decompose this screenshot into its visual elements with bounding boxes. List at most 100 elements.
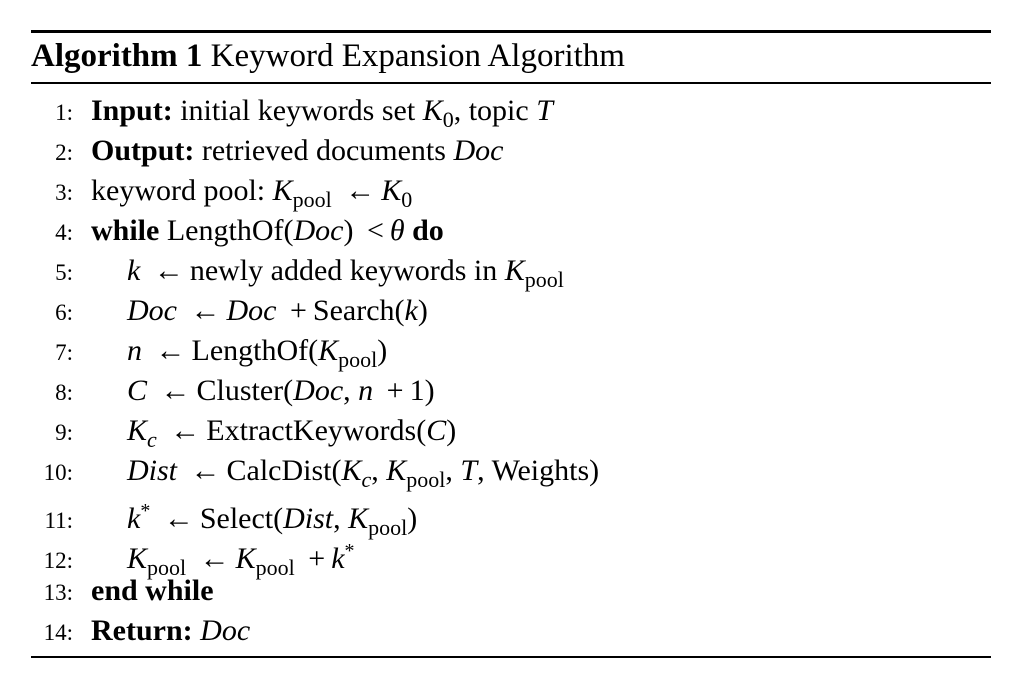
var-n: n: [127, 334, 142, 367]
var-doc: Doc: [200, 614, 251, 647]
algo-line-4: 4: while LengthOf(Doc) < θ do: [31, 211, 444, 251]
var-doc: Doc: [127, 294, 177, 327]
assign-arrow: ←: [190, 454, 221, 487]
var-doc: Doc: [226, 294, 277, 327]
var-kpool: K: [348, 502, 369, 535]
line-number: 12:: [43, 548, 73, 573]
var-t: T: [536, 94, 553, 127]
paren: ): [343, 214, 354, 247]
algo-line-3: 3: keyword pool: Kpool ← K0: [31, 171, 413, 212]
subscript-pool: pool: [406, 467, 446, 492]
superscript-star: *: [140, 500, 151, 522]
fn-extract: ExtractKeywords(: [206, 414, 427, 447]
assign-arrow: ←: [170, 414, 201, 447]
caption-rule: [31, 82, 991, 84]
var-theta: θ: [389, 214, 405, 247]
line-number: 1:: [55, 100, 73, 125]
assign-arrow: ←: [190, 294, 221, 327]
assign-arrow: ←: [160, 374, 191, 407]
line-number: 7:: [55, 340, 73, 365]
weights: Weights): [491, 454, 600, 487]
subscript-0: 0: [401, 187, 413, 212]
subscript-0: 0: [442, 107, 454, 132]
subscript-c: c: [361, 467, 372, 492]
line-number: 11:: [44, 508, 73, 533]
plus: +: [386, 374, 404, 407]
return-keyword: Return:: [91, 614, 193, 647]
algorithm-title: Keyword Expansion Algorithm: [210, 38, 625, 74]
algo-line-1: 1: Input: initial keywords set K0, topic…: [31, 91, 553, 132]
var-kc: K: [127, 414, 148, 447]
subscript-pool: pool: [338, 347, 378, 372]
assign-arrow: ←: [155, 334, 186, 367]
var-kpool: K: [504, 254, 525, 287]
paren: ): [377, 334, 388, 367]
fn-calcdist: CalcDist(: [226, 454, 342, 487]
var-c: C: [127, 374, 148, 407]
line-number: 4:: [55, 220, 73, 245]
assign-arrow: ←: [199, 542, 230, 575]
var-kc: K: [341, 454, 362, 487]
algo-line-14: 14: Return: Doc: [31, 611, 251, 651]
line-number: 9:: [55, 420, 73, 445]
line-number: 2:: [55, 140, 73, 165]
algo-line-8: 8: C ← Cluster(Doc, n +1): [31, 371, 435, 411]
algorithm-block: Algorithm 1 Keyword Expansion Algorithm …: [31, 0, 991, 685]
var-doc: Doc: [293, 214, 344, 247]
superscript-star: *: [344, 540, 355, 562]
var-k0: K: [422, 94, 443, 127]
var-kpool: K: [318, 334, 339, 367]
var-kpool: K: [272, 174, 293, 207]
pool-label: keyword pool:: [91, 174, 266, 207]
while-keyword: while: [91, 214, 160, 247]
comma: ,: [445, 454, 453, 487]
algo-line-10: 10: Dist ← CalcDist(Kc, Kpool, T, Weights…: [31, 451, 600, 492]
subscript-pool: pool: [524, 267, 564, 292]
assign-arrow: ←: [345, 174, 376, 207]
var-c: C: [426, 414, 447, 447]
input-text: initial keywords set: [180, 94, 416, 127]
line-number: 3:: [55, 180, 73, 205]
subscript-c: c: [147, 427, 157, 452]
paren: ): [407, 502, 418, 535]
comma: ,: [343, 374, 351, 407]
var-n: n: [358, 374, 374, 407]
line-number: 13:: [43, 580, 73, 605]
var-kstar: k: [127, 502, 141, 535]
fn-cluster: Cluster(: [196, 374, 294, 407]
algorithm-caption: Algorithm 1 Keyword Expansion Algorithm: [31, 36, 625, 76]
paren: ): [417, 294, 428, 327]
algo-line-12: 12: Kpool ← Kpool + k*: [31, 531, 355, 580]
do-keyword: do: [412, 214, 444, 247]
fn-search: Search(: [312, 294, 405, 327]
fn-lengthof: LengthOf(: [191, 334, 319, 367]
line-number: 8:: [55, 380, 73, 405]
output-text: retrieved documents: [201, 134, 446, 167]
end-while-keyword: end while: [91, 574, 214, 607]
paren: ): [446, 414, 457, 447]
assign-arrow: ←: [163, 502, 194, 535]
var-dist: Dist: [283, 502, 334, 535]
line-number: 6:: [55, 300, 73, 325]
algorithm-label: Algorithm 1: [31, 38, 203, 74]
subscript-pool: pool: [147, 555, 187, 580]
topic-text: , topic: [453, 94, 529, 127]
plus: +: [289, 294, 307, 327]
subscript-pool: pool: [255, 555, 295, 580]
var-k: k: [127, 254, 141, 287]
top-rule: [31, 30, 991, 33]
algo-line-11: 11: k* ← Select(Dist, Kpool): [31, 491, 417, 540]
var-kpool: K: [127, 542, 148, 575]
assign-arrow: ←: [153, 254, 184, 287]
one: 1): [409, 374, 435, 407]
algo-line-9: 9: Kc ← ExtractKeywords(C): [31, 411, 457, 452]
output-keyword: Output:: [91, 134, 195, 167]
var-kstar: k: [331, 542, 345, 575]
newly-text: newly added keywords in: [189, 254, 498, 287]
var-dist: Dist: [127, 454, 178, 487]
var-doc: Doc: [453, 134, 504, 167]
comma: ,: [333, 502, 341, 535]
fn-lengthof: LengthOf(: [166, 214, 294, 247]
input-keyword: Input:: [91, 94, 173, 127]
var-t: T: [460, 454, 478, 487]
